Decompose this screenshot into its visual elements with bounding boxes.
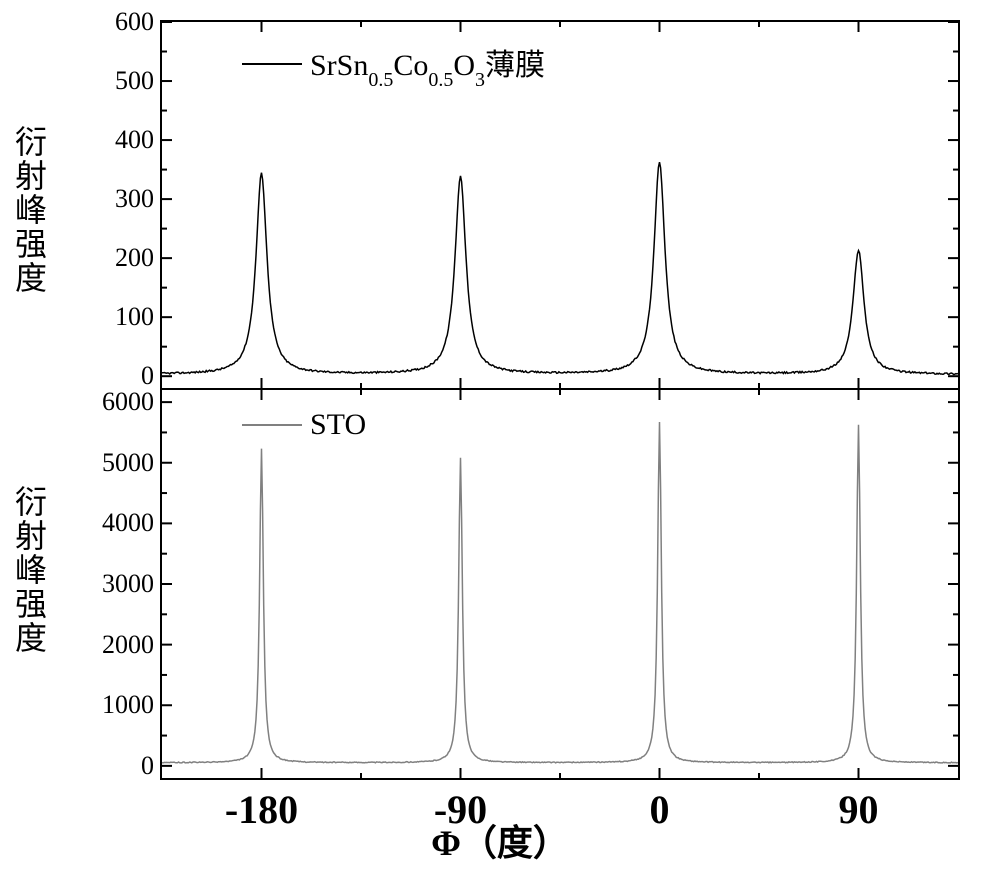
xtick-label: 90	[839, 786, 879, 833]
legend-top-line	[242, 63, 302, 65]
ytick-label: 300	[64, 184, 154, 214]
ytick-label: 200	[64, 243, 154, 273]
xtick-label: 0	[650, 786, 670, 833]
legend-top: SrSn0.5Co0.5O3薄膜	[242, 40, 545, 88]
legend-top-sub3: 3	[475, 69, 485, 91]
legend-top-mid1: Co	[393, 49, 428, 82]
ytick-label: 3000	[64, 569, 154, 599]
panel-bottom: STO	[160, 390, 960, 780]
ytick-label: 100	[64, 302, 154, 332]
xtick-label: -180	[225, 786, 298, 833]
ytick-label: 600	[64, 7, 154, 37]
panel-top: SrSn0.5Co0.5O3薄膜	[160, 20, 960, 390]
ytick-label: 0	[64, 751, 154, 781]
legend-bottom-line	[242, 424, 302, 426]
ytick-label: 1000	[64, 690, 154, 720]
legend-top-sub1: 0.5	[368, 69, 393, 91]
legend-top-suffix: 薄膜	[485, 49, 545, 82]
legend-top-text: SrSn0.5Co0.5O3薄膜	[310, 40, 545, 88]
legend-bottom-text: STO	[310, 408, 366, 442]
y-axis-label-top: 衍射峰强度	[12, 70, 52, 350]
y-axis-label-bottom: 衍射峰强度	[12, 430, 52, 710]
panel-bottom-svg	[162, 390, 958, 778]
xtick-label: -90	[434, 786, 487, 833]
legend-top-mid2: O	[453, 49, 475, 82]
legend-bottom: STO	[242, 408, 366, 442]
ytick-label: 6000	[64, 387, 154, 417]
ytick-label: 400	[64, 125, 154, 155]
legend-top-prefix: SrSn	[310, 49, 368, 82]
figure-root: 衍射峰强度 衍射峰强度 Φ（度） SrSn0.5Co0.5O3薄膜 STO 01…	[0, 0, 1000, 880]
plot-area: SrSn0.5Co0.5O3薄膜 STO 0100200300400500600…	[160, 20, 960, 780]
legend-top-sub2: 0.5	[428, 69, 453, 91]
ytick-label: 2000	[64, 630, 154, 660]
ytick-label: 5000	[64, 448, 154, 478]
ytick-label: 500	[64, 66, 154, 96]
ytick-label: 4000	[64, 508, 154, 538]
